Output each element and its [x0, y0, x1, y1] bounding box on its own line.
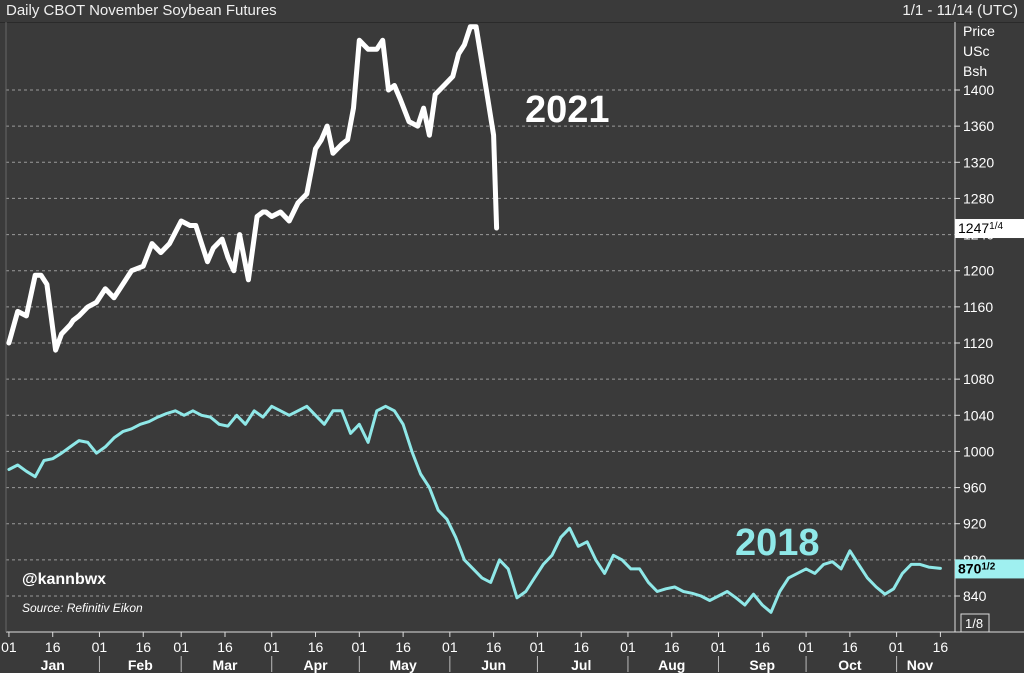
x-tick-label: 16 [135, 639, 151, 655]
scale-label: 1/8 [965, 616, 983, 631]
x-tick-label: 16 [395, 639, 411, 655]
month-labels: Jan Feb Mar Apr May Jun Jul Aug Sep Oct Nov [41, 656, 934, 673]
source-note: Source: Refinitiv Eikon [22, 601, 143, 615]
x-tick-label: 01 [173, 639, 189, 655]
y-tick-label: 1080 [963, 371, 994, 387]
y-tick-label: 960 [963, 480, 987, 496]
series-label-2018: 2018 [735, 522, 820, 564]
x-tick-label: 16 [842, 639, 858, 655]
x-tick-label: 16 [308, 639, 324, 655]
y-unit-measure: Bsh [963, 63, 987, 79]
month-label: Feb [128, 657, 153, 673]
month-label: Jul [571, 657, 591, 673]
last-value-text-2021: 12471/4 [958, 220, 1003, 236]
y-tick-label: 1040 [963, 407, 994, 423]
chart-title: Daily CBOT November Soybean Futures [6, 2, 277, 19]
x-tick-label: 01 [889, 639, 905, 655]
x-tick-label: 16 [933, 639, 949, 655]
month-label: Oct [838, 657, 862, 673]
y-tick-label: 1120 [963, 335, 993, 351]
y-tick-label: 1360 [963, 118, 994, 134]
month-label: Jun [481, 657, 506, 673]
x-tick-label: 01 [352, 639, 368, 655]
x-tick-label: 01 [530, 639, 546, 655]
gridlines [6, 89, 955, 597]
month-label: Mar [213, 657, 238, 673]
last-value-text-2018: 8701/2 [958, 560, 996, 576]
x-tick-label: 01 [711, 639, 727, 655]
x-tick-label: 16 [486, 639, 502, 655]
y-tick-label: 1200 [963, 263, 994, 279]
month-label: Aug [658, 657, 685, 673]
axis-frame [5, 22, 1024, 633]
chart-titlebar: Daily CBOT November Soybean Futures 1/1 … [0, 0, 1024, 23]
x-axis-ticks: 01 16 01 16 01 16 01 16 01 16 01 16 01 16 01 16 01 16 01 16… [1, 632, 948, 655]
y-axis-ticks: 8408809209601000104010801120116012001240… [955, 82, 994, 604]
y-tick-label: 1000 [963, 443, 994, 459]
last-value-tag-2018 [955, 559, 1024, 579]
y-tick-label: 1320 [963, 154, 994, 170]
x-tick-label: 16 [754, 639, 770, 655]
x-tick-label: 01 [264, 639, 280, 655]
author-handle: @kannbwx [22, 571, 106, 588]
x-tick-label: 01 [1, 639, 17, 655]
series-label-2021: 2021 [525, 89, 610, 131]
y-unit-currency: USc [963, 43, 989, 59]
last-value-frac-2021: 1/4 [989, 221, 1003, 232]
x-tick-label: 16 [664, 639, 680, 655]
date-range-label: 1/1 - 11/14 (UTC) [902, 2, 1018, 19]
x-tick-label: 16 [217, 639, 233, 655]
x-tick-label: 16 [45, 639, 61, 655]
last-value-tag-2021 [955, 219, 1024, 239]
series-lines [6, 24, 942, 614]
x-tick-label: 01 [798, 639, 814, 655]
month-label: Sep [749, 657, 775, 673]
y-tick-label: 920 [963, 516, 987, 532]
month-label: Nov [907, 657, 934, 673]
series-line-2018 [7, 404, 942, 614]
y-unit-price: Price [963, 23, 995, 39]
x-tick-label: 01 [620, 639, 636, 655]
last-value-frac-2018: 1/2 [981, 561, 995, 572]
x-tick-label: 16 [573, 639, 589, 655]
month-label: May [390, 657, 417, 673]
month-label: Apr [303, 657, 328, 673]
x-tick-label: 01 [92, 639, 108, 655]
series-line-2021 [6, 24, 500, 353]
y-tick-label: 1160 [963, 299, 993, 315]
series-labels: 2021 2018 [525, 89, 820, 564]
y-tick-label: 1280 [963, 190, 994, 206]
scale-box: 1/8 [960, 613, 990, 633]
y-tick-label: 1400 [963, 82, 994, 98]
month-label: Jan [41, 657, 65, 673]
last-value-tags: 12471/4 8701/2 [955, 219, 1024, 579]
y-tick-label: 840 [963, 588, 987, 604]
x-tick-label: 01 [442, 639, 458, 655]
